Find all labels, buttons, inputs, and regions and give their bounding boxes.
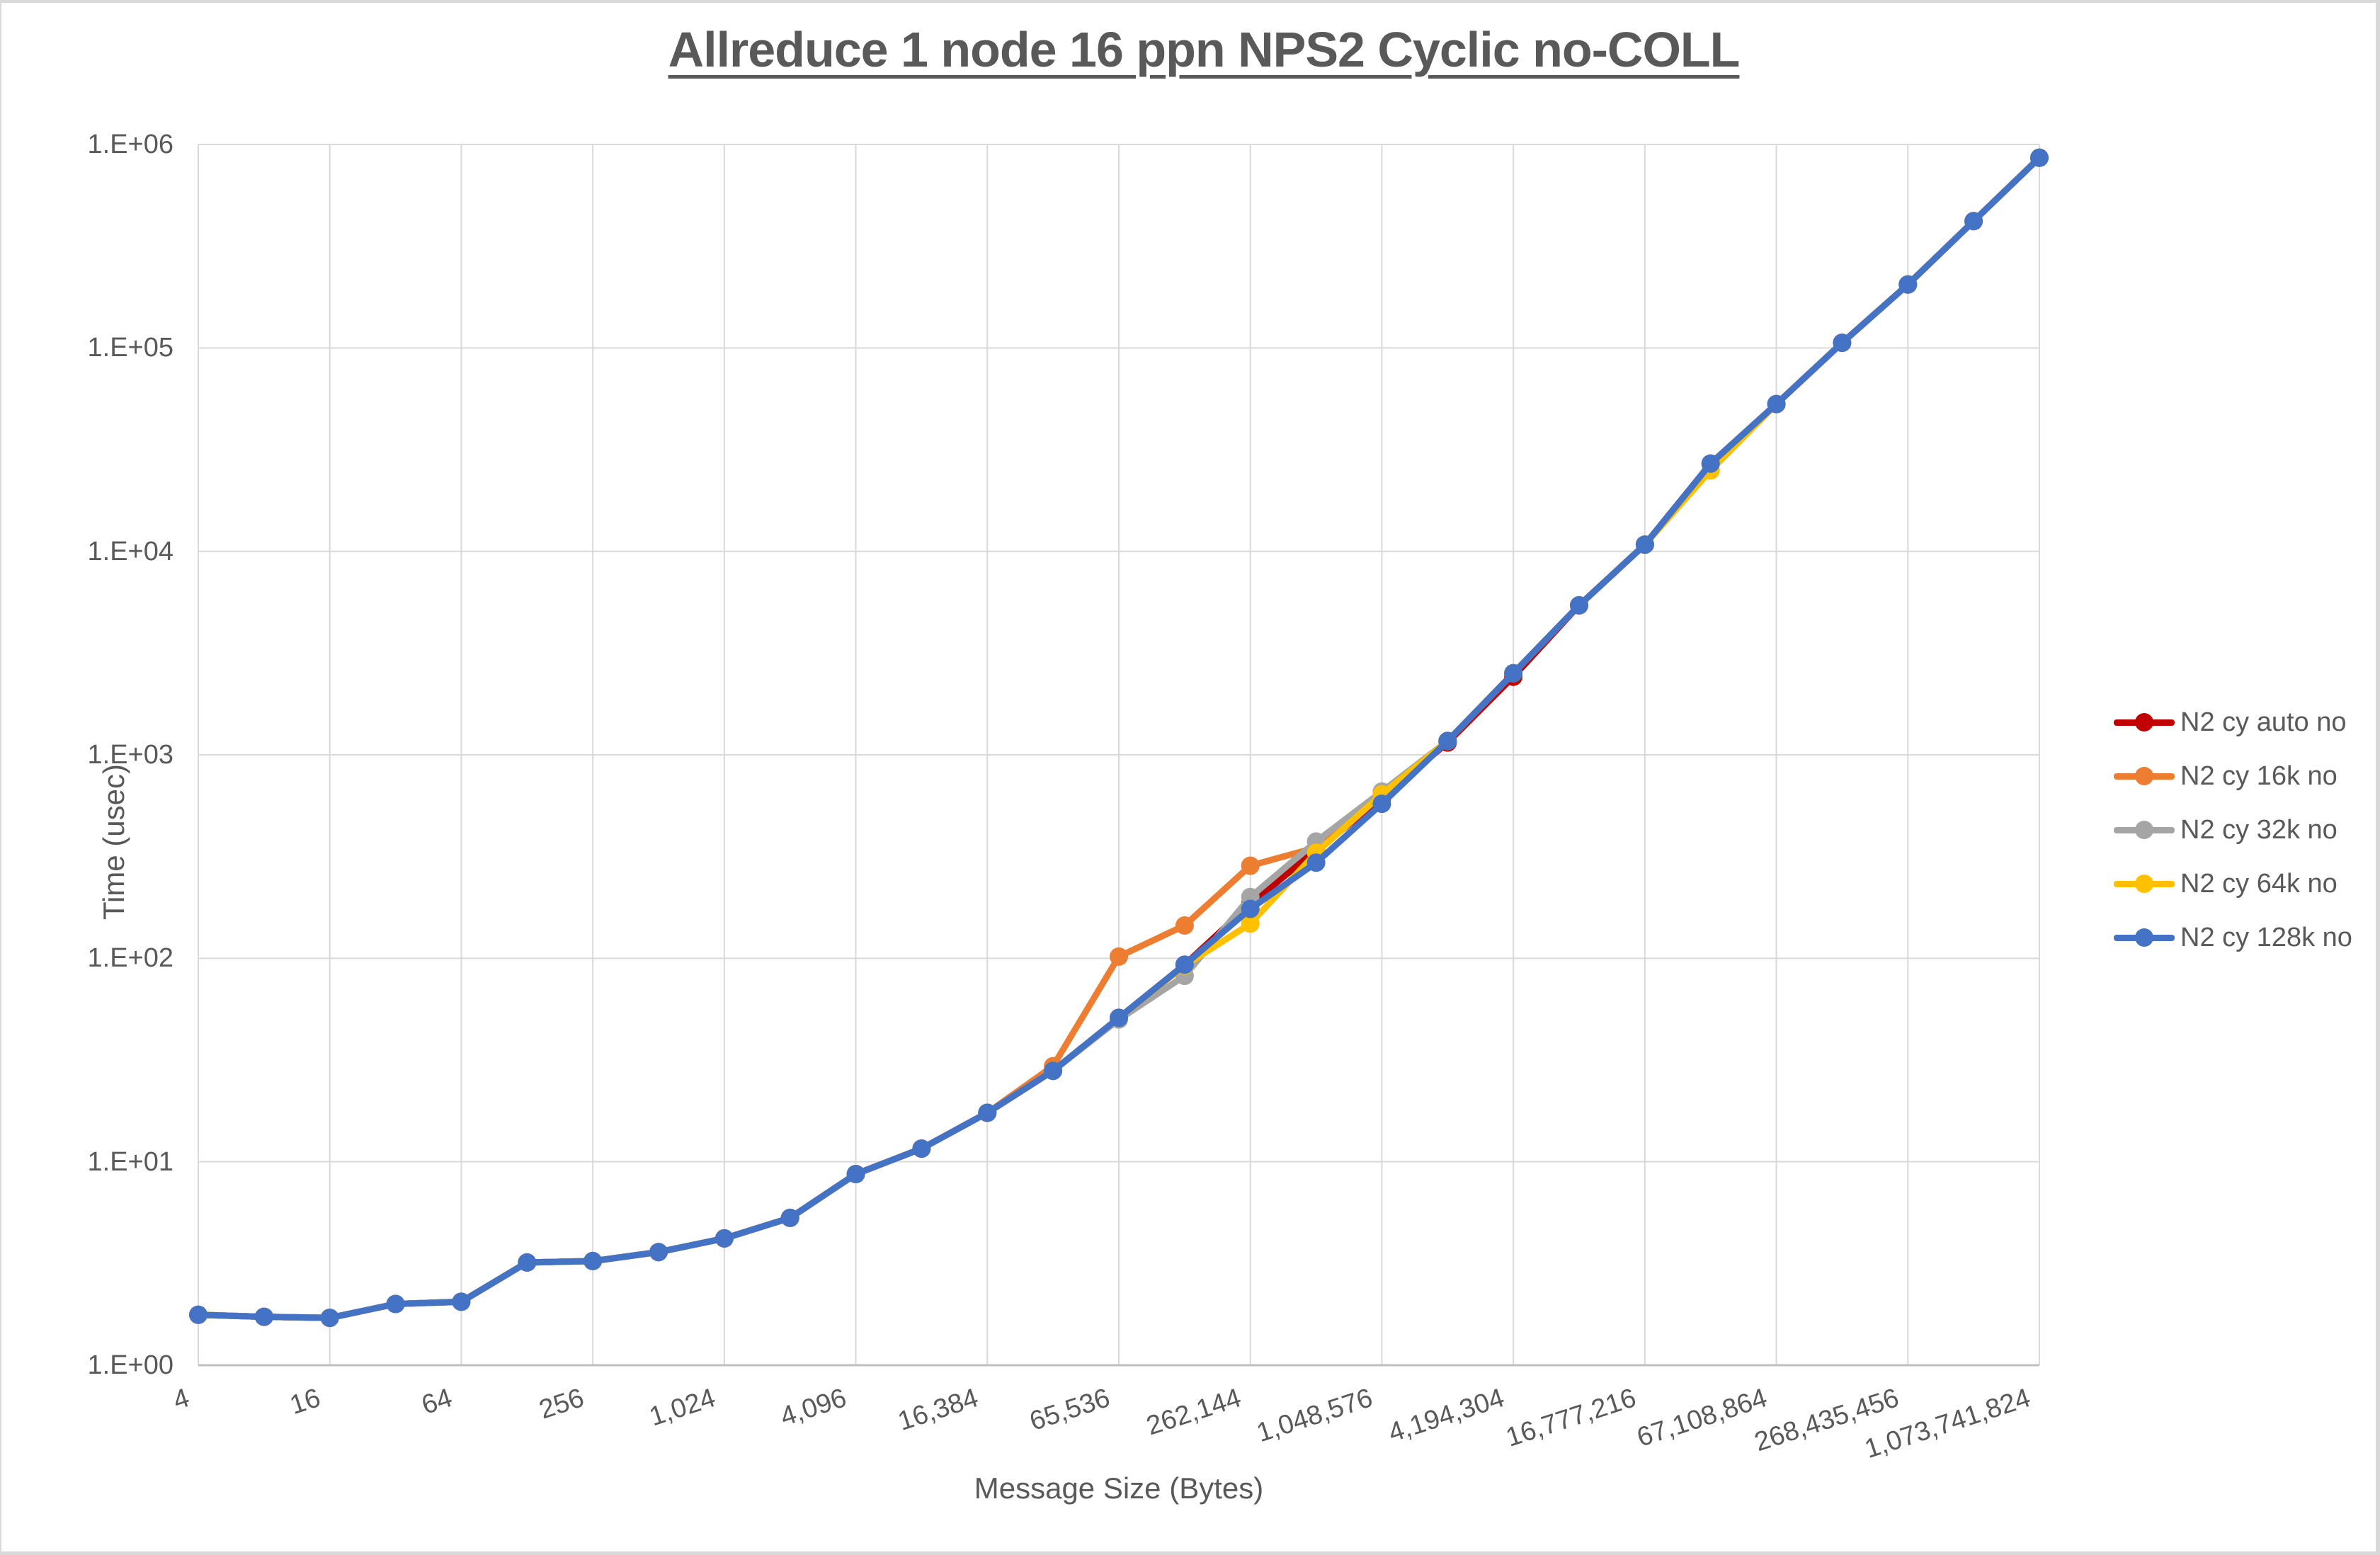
data-point-marker[interactable] <box>846 1165 865 1183</box>
y-tick-label: 1.E+05 <box>87 333 174 363</box>
legend-line-marker-icon <box>2114 928 2175 947</box>
legend-label: N2 cy 32k no <box>2180 814 2338 845</box>
data-point-marker[interactable] <box>1701 454 1720 473</box>
legend: N2 cy auto no N2 cy 16k no N2 cy 32k no N2 … <box>2114 695 2352 964</box>
data-point-marker[interactable] <box>1306 853 1326 872</box>
legend-line-marker-icon <box>2114 713 2175 731</box>
data-point-marker[interactable] <box>1833 334 1852 353</box>
data-point-marker[interactable] <box>1110 947 1128 966</box>
data-point-marker[interactable] <box>1964 212 1983 231</box>
legend-label: N2 cy 128k no <box>2180 922 2352 952</box>
data-point-marker[interactable] <box>1504 663 1523 683</box>
data-point-marker[interactable] <box>780 1208 799 1227</box>
data-point-marker[interactable] <box>1241 856 1260 875</box>
window-edge-top <box>0 0 2380 3</box>
legend-item-n2-cy-32k-no[interactable]: N2 cy 32k no <box>2114 803 2352 857</box>
y-tick-label: 1.E+02 <box>87 943 174 974</box>
data-point-marker[interactable] <box>254 1307 273 1326</box>
window-edge-left <box>0 0 1 1555</box>
legend-label: N2 cy auto no <box>2180 707 2347 737</box>
data-point-marker[interactable] <box>1767 394 1786 414</box>
data-point-marker[interactable] <box>912 1139 931 1158</box>
data-point-marker[interactable] <box>1898 275 1918 294</box>
y-axis-title: Time (usec) <box>97 764 131 921</box>
legend-item-n2-cy-64k-no[interactable]: N2 cy 64k no <box>2114 857 2352 911</box>
data-point-marker[interactable] <box>320 1309 339 1328</box>
legend-item-n2-cy-128k-no[interactable]: N2 cy 128k no <box>2114 911 2352 964</box>
data-point-marker[interactable] <box>386 1294 405 1314</box>
data-point-marker[interactable] <box>1570 596 1588 615</box>
legend-dot-icon <box>2135 713 2153 731</box>
data-point-marker[interactable] <box>1635 535 1654 554</box>
legend-line-marker-icon <box>2114 767 2175 785</box>
data-point-marker[interactable] <box>1241 914 1260 933</box>
data-point-marker[interactable] <box>978 1103 997 1122</box>
y-tick-label: 1.E+00 <box>87 1350 174 1380</box>
legend-label: N2 cy 16k no <box>2180 761 2338 791</box>
window-edge-bottom <box>0 1551 2380 1555</box>
window-edge-right <box>2376 0 2380 1555</box>
data-point-marker[interactable] <box>1175 955 1194 974</box>
data-point-marker[interactable] <box>518 1253 537 1272</box>
legend-item-n2-cy-auto-no[interactable]: N2 cy auto no <box>2114 695 2352 749</box>
data-point-marker[interactable] <box>649 1243 668 1262</box>
data-point-marker[interactable] <box>1438 731 1457 751</box>
y-tick-label: 1.E+06 <box>87 130 174 159</box>
data-point-marker[interactable] <box>1044 1061 1063 1081</box>
y-tick-label: 1.E+04 <box>87 536 174 566</box>
y-tick-label: 1.E+03 <box>87 740 174 770</box>
legend-label: N2 cy 64k no <box>2180 868 2338 899</box>
series-n2-cy-128k-no[interactable] <box>189 148 2049 1328</box>
data-point-marker[interactable] <box>1241 899 1260 918</box>
legend-item-n2-cy-16k-no[interactable]: N2 cy 16k no <box>2114 749 2352 803</box>
legend-line-marker-icon <box>2114 821 2175 839</box>
y-tick-label: 1.E+01 <box>87 1146 174 1177</box>
data-point-marker[interactable] <box>1372 794 1391 814</box>
data-point-marker[interactable] <box>452 1292 471 1311</box>
data-point-marker[interactable] <box>714 1229 734 1248</box>
legend-dot-icon <box>2135 767 2153 785</box>
legend-line-marker-icon <box>2114 875 2175 893</box>
legend-dot-icon <box>2135 875 2153 893</box>
legend-dot-icon <box>2135 821 2153 839</box>
legend-dot-icon <box>2135 928 2153 947</box>
data-point-marker[interactable] <box>189 1305 207 1324</box>
data-point-marker[interactable] <box>1110 1008 1128 1027</box>
chart-title: Allreduce 1 node 16 ppn NPS2 Cyclic no-C… <box>668 22 1741 77</box>
data-point-marker[interactable] <box>583 1251 603 1270</box>
data-point-marker[interactable] <box>2030 148 2049 167</box>
data-point-marker[interactable] <box>1175 916 1194 935</box>
x-axis-title: Message Size (Bytes) <box>974 1471 1264 1505</box>
